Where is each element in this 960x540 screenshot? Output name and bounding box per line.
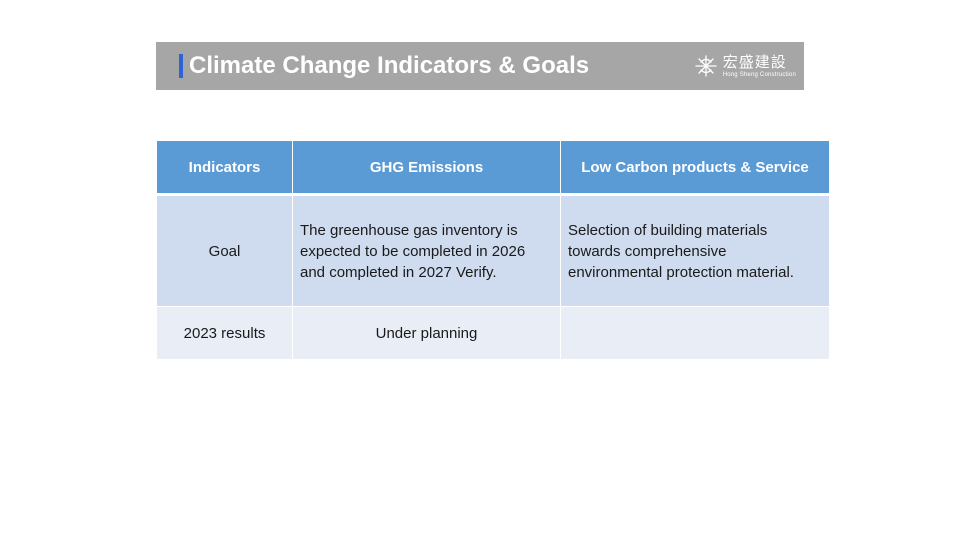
- row-label-2023-results: 2023 results: [156, 306, 293, 360]
- table-row: 2023 results Under planning: [156, 306, 830, 360]
- goal-ghg-cell: The greenhouse gas inventory is expected…: [292, 194, 561, 307]
- goal-low-carbon-cell: Selection of building materials towards …: [560, 194, 830, 307]
- table-header-row: Indicators GHG Emissions Low Carbon prod…: [156, 140, 830, 196]
- logo-english-name: Hong Sheng Construction: [722, 71, 796, 78]
- logo-text: 宏盛建設 Hong Sheng Construction: [723, 55, 796, 78]
- hong-sheng-logo-icon: [695, 55, 717, 77]
- indicators-table: Indicators GHG Emissions Low Carbon prod…: [156, 140, 830, 360]
- row-label-goal: Goal: [156, 194, 293, 307]
- page-title: Climate Change Indicators & Goals: [189, 52, 590, 79]
- header-ghg-emissions: GHG Emissions: [292, 140, 561, 196]
- results-ghg-cell: Under planning: [292, 306, 561, 360]
- table-row: Goal The greenhouse gas inventory is exp…: [156, 194, 830, 307]
- title-bar: Climate Change Indicators & Goals 宏盛建設 H…: [156, 42, 804, 90]
- header-low-carbon: Low Carbon products & Service: [560, 140, 830, 196]
- results-low-carbon-cell: [560, 306, 830, 360]
- logo-chinese-name: 宏盛建設: [722, 53, 787, 71]
- header-indicators: Indicators: [156, 140, 293, 196]
- title-accent-bar: [179, 54, 183, 78]
- company-logo: 宏盛建設 Hong Sheng Construction: [693, 51, 796, 81]
